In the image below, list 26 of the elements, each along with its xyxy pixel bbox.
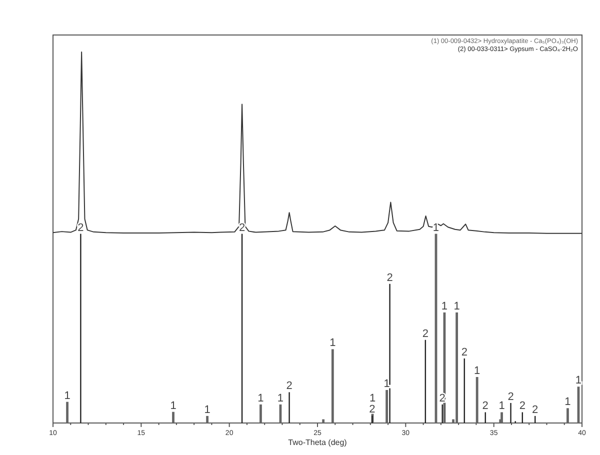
annotation: 1 (204, 404, 210, 416)
annotation: 2 (286, 380, 292, 392)
annotation: 1 (474, 364, 480, 377)
annotation: 2 (78, 222, 84, 234)
annotation: 2 (532, 404, 538, 416)
annotation: 1 (170, 400, 176, 412)
annotation: 2 (369, 404, 376, 416)
annotation: 1 (575, 374, 582, 387)
annotation: 1 (454, 300, 460, 312)
annotation: 2 (422, 328, 428, 340)
annotation: 1 (432, 222, 440, 234)
annotation: 2 (482, 400, 488, 412)
annotation: 2 (461, 346, 468, 358)
annotation: 1 (330, 337, 336, 350)
annotation: 1 (441, 300, 448, 312)
annotation: 1 (564, 396, 571, 408)
annotation: 1 (498, 400, 505, 412)
annotation: 1 (277, 392, 284, 404)
annotation: 2 (238, 222, 246, 234)
annotation: 1 (369, 392, 376, 405)
annotation: 1 (258, 392, 264, 404)
annotation: 2 (386, 272, 393, 284)
annotation: 2 (508, 390, 514, 403)
annotation: 2 (519, 400, 526, 412)
x-axis-title: Two-Theta (deg) (288, 438, 348, 447)
annotation: 1 (64, 390, 70, 402)
